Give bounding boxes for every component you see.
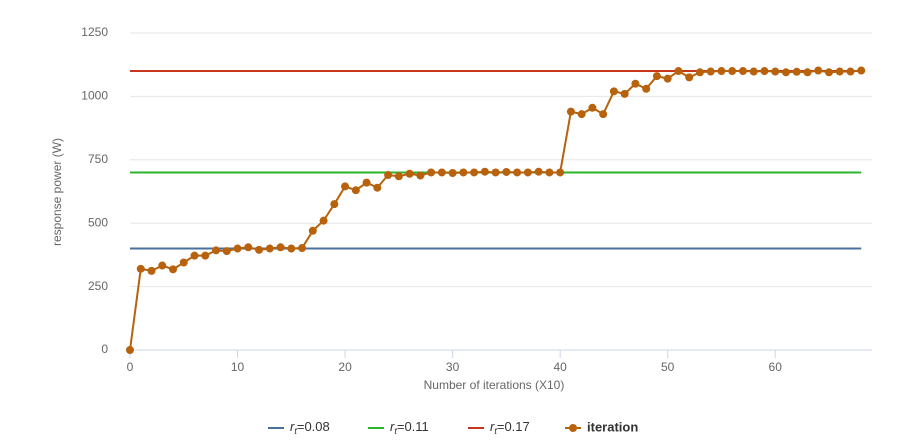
- point: [126, 346, 134, 354]
- x-tick-label: 20: [338, 360, 352, 374]
- legend-label: rt=0.17: [490, 419, 530, 436]
- point: [738, 67, 747, 76]
- x-tick-label: 0: [127, 360, 134, 374]
- point: [255, 245, 264, 254]
- point: [169, 265, 178, 274]
- point: [814, 66, 823, 75]
- point: [556, 168, 565, 177]
- point: [620, 89, 629, 98]
- point: [233, 244, 242, 253]
- point: [276, 243, 285, 252]
- point: [416, 171, 425, 180]
- point: [534, 167, 543, 176]
- point: [330, 200, 339, 209]
- legend-label: rt=0.11: [390, 419, 429, 436]
- point: [244, 243, 253, 252]
- point: [781, 68, 790, 77]
- point: [427, 168, 436, 177]
- point: [771, 67, 780, 76]
- point: [803, 68, 812, 77]
- point: [513, 168, 522, 177]
- x-tick-label: 60: [769, 360, 783, 374]
- point: [566, 107, 575, 116]
- legend-label: iteration: [587, 419, 638, 434]
- y-tick-label: 1250: [81, 25, 108, 39]
- x-tick-label: 30: [446, 360, 460, 374]
- point: [609, 87, 618, 96]
- point: [695, 68, 704, 77]
- point: [362, 178, 371, 187]
- point: [824, 68, 833, 77]
- x-tick-label: 10: [231, 360, 245, 374]
- legend-label: rt=0.08: [290, 419, 330, 436]
- point: [287, 244, 296, 253]
- point: [642, 84, 651, 93]
- point: [437, 168, 446, 177]
- point: [201, 251, 210, 260]
- point: [631, 79, 640, 88]
- point: [760, 67, 769, 76]
- point: [373, 183, 382, 192]
- point: [448, 168, 457, 177]
- y-tick-label: 1000: [81, 89, 108, 103]
- point: [717, 67, 726, 76]
- point: [706, 67, 715, 76]
- y-tick-label: 500: [88, 215, 108, 229]
- point: [384, 171, 393, 180]
- point: [577, 110, 586, 119]
- point: [405, 169, 414, 178]
- series-line: [129, 69, 862, 351]
- point: [222, 247, 231, 256]
- x-axis-title: Number of iterations (X10): [424, 378, 565, 392]
- point: [491, 168, 500, 177]
- point: [674, 67, 683, 76]
- point: [308, 226, 317, 235]
- point: [652, 72, 661, 81]
- point: [599, 110, 608, 119]
- point: [792, 67, 801, 76]
- point: [298, 244, 307, 253]
- point: [179, 258, 188, 267]
- point: [394, 172, 403, 181]
- point: [147, 266, 156, 275]
- point: [351, 186, 360, 195]
- point: [265, 244, 274, 253]
- point: [190, 251, 199, 260]
- point: [857, 66, 866, 75]
- point: [158, 261, 167, 270]
- point: [502, 167, 511, 176]
- point: [749, 67, 758, 76]
- point: [480, 167, 489, 176]
- point: [470, 168, 479, 177]
- point: [523, 168, 532, 177]
- point: [685, 73, 694, 82]
- point: [663, 74, 672, 83]
- point: [459, 168, 468, 177]
- y-tick-label: 250: [88, 279, 108, 293]
- legend-marker: [569, 424, 577, 432]
- point: [319, 216, 328, 225]
- point: [846, 67, 855, 76]
- point: [728, 67, 737, 76]
- point: [212, 246, 221, 255]
- point: [341, 182, 350, 191]
- x-tick-label: 40: [553, 360, 567, 374]
- y-tick-label: 750: [88, 152, 108, 166]
- point: [136, 264, 145, 273]
- point: [545, 168, 554, 177]
- y-tick-label: 0: [101, 342, 108, 356]
- point: [835, 67, 844, 76]
- x-tick-label: 50: [661, 360, 675, 374]
- y-axis-title: response power (W): [50, 138, 64, 246]
- point: [588, 103, 597, 112]
